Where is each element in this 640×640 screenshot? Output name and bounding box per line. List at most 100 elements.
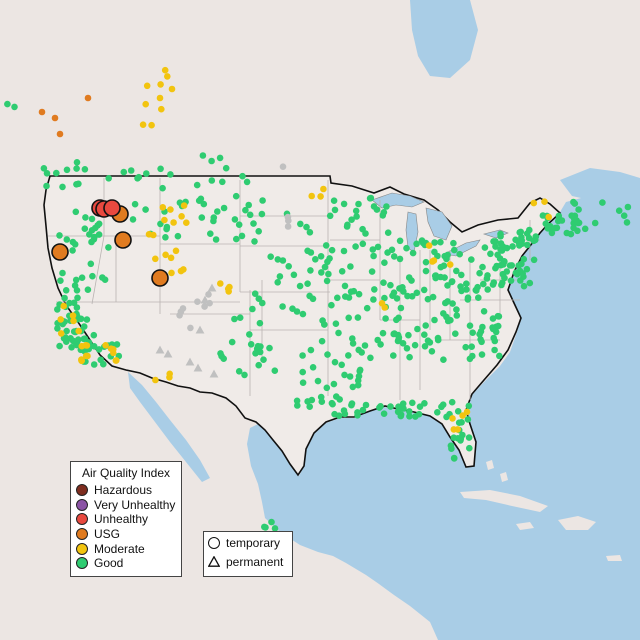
monitor-marker xyxy=(356,366,364,374)
monitor-marker-permanent xyxy=(207,283,217,292)
monitor-marker xyxy=(469,329,477,337)
monitor-marker xyxy=(318,337,326,345)
monitor-marker xyxy=(95,346,103,353)
monitor-marker xyxy=(412,413,419,420)
monitor-marker xyxy=(235,221,243,228)
monitor-marker xyxy=(338,361,346,369)
gulf-st-lawrence xyxy=(560,168,640,204)
monitor-marker xyxy=(434,252,441,260)
monitor-marker xyxy=(481,244,489,251)
monitor-marker xyxy=(166,374,173,381)
usg-swatch xyxy=(76,528,88,541)
monitor-marker xyxy=(82,352,90,360)
monitor-marker xyxy=(507,277,515,285)
monitor-marker xyxy=(489,324,496,331)
monitor-marker xyxy=(448,398,456,406)
monitor-marker xyxy=(464,416,472,423)
monitor-marker xyxy=(120,168,128,176)
monitor-marker xyxy=(571,200,579,207)
monitor-marker xyxy=(178,213,185,220)
monitor-marker xyxy=(489,281,497,288)
monitor-marker xyxy=(541,198,548,205)
monitor-marker xyxy=(168,85,176,93)
monitor-marker xyxy=(74,294,81,302)
monitor-marker xyxy=(462,343,470,351)
monitor-marker xyxy=(567,230,575,238)
monitor-marker xyxy=(513,270,521,278)
monitor-marker xyxy=(152,255,159,263)
monitor-marker-large xyxy=(103,199,121,217)
monitor-marker xyxy=(478,351,486,358)
monitor-marker xyxy=(53,169,60,177)
monitor-marker xyxy=(63,327,70,335)
monitor-marker xyxy=(259,197,266,204)
monitor-marker xyxy=(396,255,404,263)
monitor-marker xyxy=(197,195,205,203)
monitor-marker xyxy=(515,262,522,269)
monitor-marker xyxy=(484,286,492,293)
triangle-icon xyxy=(208,556,220,567)
monitor-marker xyxy=(61,294,68,302)
monitor-marker xyxy=(497,230,504,238)
monitor-marker xyxy=(479,263,486,271)
monitor-marker xyxy=(469,352,476,360)
monitor-marker xyxy=(309,364,317,371)
monitor-marker xyxy=(242,206,249,214)
monitor-marker xyxy=(183,219,190,226)
monitor-marker xyxy=(179,305,187,312)
monitor-marker xyxy=(73,181,80,188)
monitor-marker xyxy=(363,304,371,312)
legend-label: temporary xyxy=(226,535,281,550)
monitor-marker xyxy=(306,229,314,236)
cuba xyxy=(460,490,548,512)
monitor-marker xyxy=(340,200,348,208)
monitor-marker xyxy=(383,203,390,210)
monitor-marker xyxy=(490,238,497,245)
monitor-marker xyxy=(431,316,438,324)
monitor-marker xyxy=(323,384,331,392)
legend-item-good: Good xyxy=(71,556,181,571)
monitor-marker xyxy=(530,256,538,264)
monitor-marker xyxy=(492,243,499,250)
monitor-marker xyxy=(453,312,461,319)
legend-label: permanent xyxy=(226,554,284,569)
monitor-marker-permanent xyxy=(209,369,219,378)
monitor-marker xyxy=(207,230,214,237)
monitor-marker xyxy=(399,284,406,291)
monitor-marker xyxy=(324,351,331,358)
monitor-marker xyxy=(88,215,96,223)
monitor-marker xyxy=(501,274,508,282)
monitor-marker xyxy=(519,270,526,277)
monitor-marker xyxy=(405,331,412,339)
monitor-marker xyxy=(255,228,262,235)
monitor-marker xyxy=(384,229,392,236)
monitor-marker xyxy=(299,368,307,376)
monitor-marker xyxy=(157,165,164,173)
legend-label: Moderate xyxy=(94,541,145,556)
monitor-marker xyxy=(465,434,473,441)
monitor-marker xyxy=(161,66,169,74)
monitor-marker xyxy=(399,340,407,347)
monitor-marker xyxy=(394,408,402,416)
monitor-marker xyxy=(623,219,631,226)
monitor-marker xyxy=(422,258,430,266)
monitor-marker xyxy=(348,400,356,407)
monitor-marker xyxy=(345,352,352,359)
monitor-marker xyxy=(236,314,244,322)
monitor-marker xyxy=(243,178,251,186)
monitor-marker xyxy=(515,239,523,246)
monitor-marker xyxy=(388,246,396,254)
monitor-marker xyxy=(308,192,316,200)
monitor-marker xyxy=(450,239,457,247)
monitor-marker xyxy=(200,200,208,208)
monitor-marker xyxy=(448,278,456,285)
monitor-marker xyxy=(361,342,369,349)
monitor-marker xyxy=(517,277,524,284)
monitor-marker xyxy=(217,350,224,357)
monitor-marker xyxy=(258,210,266,218)
monitor-marker xyxy=(426,339,434,346)
monitor-marker xyxy=(267,253,275,260)
monitor-marker xyxy=(395,403,402,411)
monitor-marker xyxy=(555,217,562,225)
